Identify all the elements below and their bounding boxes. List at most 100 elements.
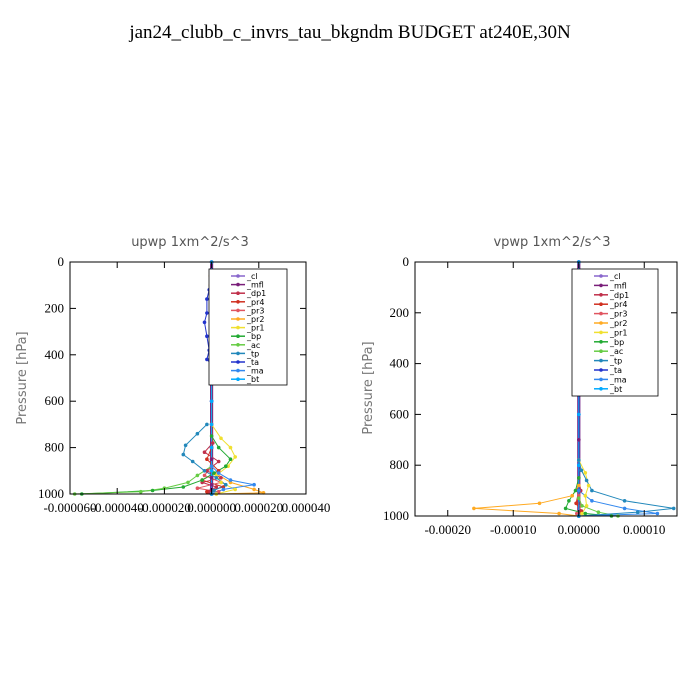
- legend-box: [208, 268, 288, 386]
- x-tick-label: 0.00010: [623, 522, 665, 537]
- series-line-bp: [564, 477, 612, 517]
- data-point: [557, 511, 561, 516]
- x-tick-label: -0.00020: [424, 522, 471, 537]
- x-tick-label: -0.00010: [490, 522, 537, 537]
- data-point: [579, 468, 584, 473]
- legend-entries: _cl_mfl_dp1_pr4_pr3_pr2_pr1_bp_ac_tp_ta_…: [231, 272, 266, 384]
- data-point: [219, 436, 223, 441]
- legend-label: _tp: [609, 357, 622, 366]
- x-tick-label: 0.00000: [558, 522, 600, 537]
- data-point: [209, 464, 214, 469]
- legend-label: _ta: [609, 366, 622, 375]
- x-tick-label: -0.000060: [43, 500, 96, 515]
- legend-label: _pr1: [609, 328, 627, 337]
- y-tick-label: 400: [390, 356, 410, 371]
- data-point: [655, 511, 660, 516]
- data-point: [583, 471, 588, 475]
- legend-marker: [236, 368, 240, 373]
- data-point: [472, 506, 476, 511]
- legend-label: _ta: [246, 358, 259, 367]
- legend-label: _pr4: [609, 300, 627, 309]
- data-point: [577, 438, 581, 442]
- data-point: [216, 459, 221, 464]
- legend: _cl_mfl_dp1_pr4_pr3_pr2_pr1_bp_ac_tp_ta_…: [571, 268, 659, 397]
- data-point: [200, 478, 204, 482]
- data-point: [577, 488, 581, 493]
- legend-marker: [236, 317, 240, 321]
- x-tick-label: -0.000020: [138, 500, 191, 515]
- data-point: [202, 469, 207, 473]
- legend-label: _pr3: [246, 306, 264, 315]
- chart-vpwp: vpwp 1xm^2/s^3 Pressure [hPa] 0 200 400 600…: [361, 235, 678, 537]
- data-point: [205, 422, 209, 427]
- data-point: [209, 445, 214, 450]
- legend-marker: [236, 308, 240, 313]
- y-axis: 0 200 400 600 800 1000: [383, 254, 677, 523]
- data-point: [209, 434, 214, 438]
- data-point: [190, 459, 195, 464]
- y-tick-label: 800: [45, 440, 65, 455]
- data-point: [209, 399, 214, 404]
- data-point: [671, 506, 676, 511]
- legend-marker: [599, 302, 603, 307]
- data-point: [195, 473, 200, 478]
- data-point: [596, 510, 601, 514]
- data-point: [211, 441, 215, 445]
- data-point: [183, 443, 188, 448]
- data-point: [195, 486, 200, 491]
- data-point: [577, 412, 581, 417]
- data-point: [205, 334, 209, 339]
- y-axis-label: Pressure [hPa]: [15, 331, 30, 424]
- legend-label: _pr2: [246, 315, 264, 324]
- legend-marker: [599, 311, 603, 316]
- data-point: [205, 297, 209, 301]
- legend-marker: [236, 325, 240, 330]
- legend-marker: [599, 321, 603, 325]
- plot-frame: [414, 261, 678, 517]
- data-point: [209, 469, 214, 473]
- legend-label: _cl: [609, 272, 621, 281]
- y-axis-label: Pressure [hPa]: [361, 341, 376, 434]
- data-point: [583, 511, 588, 516]
- data-point: [209, 457, 214, 462]
- legend-marker: [599, 349, 603, 354]
- legend-box: [571, 268, 659, 397]
- legend: _cl_mfl_dp1_pr4_pr3_pr2_pr1_bp_ac_tp_ta_…: [208, 268, 288, 386]
- legend-label: _dp1: [609, 291, 629, 300]
- y-tick-label: 1000: [383, 508, 409, 523]
- data-point: [195, 431, 200, 436]
- x-tick-label: 0.000020: [234, 500, 283, 515]
- data-point: [219, 476, 223, 480]
- data-point: [570, 493, 574, 498]
- legend-label: _ac: [609, 347, 623, 356]
- data-point: [577, 483, 581, 488]
- data-point: [216, 445, 221, 450]
- data-point: [252, 482, 256, 487]
- legend-label: _ac: [246, 341, 260, 350]
- data-point: [202, 320, 207, 325]
- data-point: [202, 450, 207, 455]
- data-point: [580, 511, 584, 516]
- x-axis: -0.000060-0.000040-0.0000200.0000000.000…: [43, 262, 330, 515]
- data-point: [209, 476, 214, 480]
- data-point: [181, 452, 186, 457]
- data-point: [228, 478, 233, 482]
- series-line-tp: [182, 424, 227, 495]
- y-tick-label: 0: [58, 254, 65, 269]
- x-tick-label: 0.000040: [282, 500, 331, 515]
- legend-label: _mfl: [609, 281, 627, 290]
- x-tick-label: 0.000000: [187, 500, 236, 515]
- legend-marker: [599, 340, 603, 344]
- data-point: [224, 464, 228, 469]
- legend-label: _ma: [246, 367, 264, 376]
- data-point: [577, 476, 581, 480]
- legend-marker: [236, 343, 240, 347]
- data-point: [228, 445, 233, 450]
- legend-label: _tp: [246, 349, 259, 358]
- chart-title: vpwp 1xm^2/s^3: [493, 235, 610, 250]
- data-point: [577, 496, 581, 501]
- legend-marker: [599, 387, 603, 391]
- legend-marker: [236, 351, 240, 356]
- legend-label: _ma: [609, 375, 627, 384]
